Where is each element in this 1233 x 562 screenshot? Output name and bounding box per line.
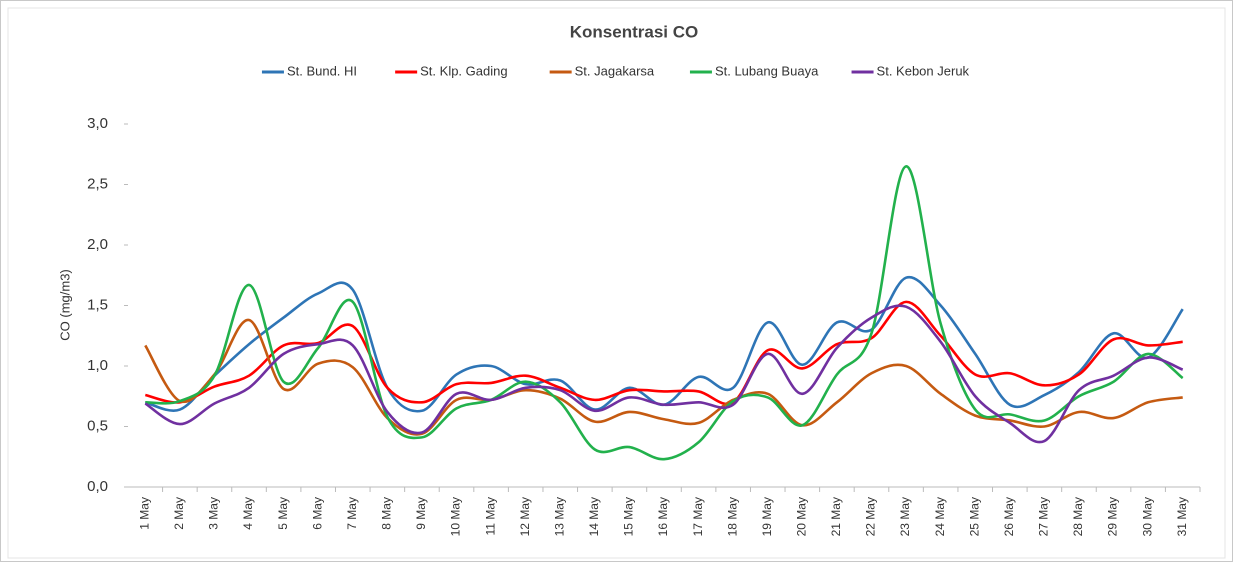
legend-label: St. Kebon Jeruk — [877, 63, 970, 78]
legend-label: St. Jagakarsa — [575, 63, 655, 78]
x-tick-label: 6 May — [310, 497, 324, 530]
y-tick-label: 1,5 — [87, 296, 108, 313]
x-tick-label: 30 May — [1140, 497, 1154, 536]
y-tick-label: 1,0 — [87, 357, 108, 374]
x-tick-label: 7 May — [345, 497, 359, 530]
legend-label: St. Lubang Buaya — [715, 63, 819, 78]
x-tick-label: 18 May — [725, 497, 739, 536]
y-tick-label: 2,0 — [87, 236, 108, 253]
x-tick-label: 15 May — [622, 497, 636, 536]
x-tick-label: 2 May — [172, 497, 186, 530]
y-tick-label: 0,0 — [87, 478, 108, 495]
x-tick-label: 31 May — [1175, 497, 1189, 536]
x-tick-label: 5 May — [276, 497, 290, 530]
x-tick-label: 20 May — [794, 497, 808, 536]
line-series — [144, 318, 1183, 436]
chart-area — [7, 7, 1226, 559]
x-tick-label: 21 May — [829, 497, 843, 536]
x-tick-label: 17 May — [691, 497, 705, 536]
y-tick-label: 3,0 — [87, 115, 108, 132]
x-tick-label: 14 May — [587, 497, 601, 536]
y-axis-title: CO (mg/m3) — [57, 269, 72, 341]
x-tick-label: 23 May — [898, 497, 912, 536]
x-tick-label: 25 May — [967, 497, 981, 536]
x-tick-label: 13 May — [552, 497, 566, 536]
chart-title: Konsentrasi CO — [570, 22, 698, 41]
y-tick-label: 0,5 — [87, 417, 108, 434]
x-tick-label: 9 May — [414, 497, 428, 530]
x-tick-label: 27 May — [1037, 497, 1051, 536]
x-tick-label: 26 May — [1002, 497, 1016, 536]
line-series — [145, 165, 1184, 461]
x-tick-label: 29 May — [1106, 497, 1120, 536]
x-tick-label: 28 May — [1071, 497, 1085, 536]
x-tick-label: 8 May — [380, 497, 394, 530]
x-tick-label: 12 May — [518, 497, 532, 536]
x-tick-label: 19 May — [760, 497, 774, 536]
legend-label: St. Bund. HI — [287, 63, 357, 78]
line-series — [144, 304, 1184, 444]
x-tick-label: 16 May — [656, 497, 670, 536]
x-tick-label: 4 May — [241, 497, 255, 530]
x-tick-label: 11 May — [483, 497, 497, 535]
x-tick-label: 1 May — [137, 497, 151, 530]
x-tick-label: 22 May — [864, 497, 878, 536]
y-tick-label: 2,5 — [87, 175, 108, 192]
x-tick-label: 24 May — [933, 497, 947, 536]
x-tick-label: 10 May — [449, 497, 463, 536]
legend-label: St. Klp. Gading — [420, 63, 507, 78]
x-tick-label: 3 May — [207, 497, 221, 530]
